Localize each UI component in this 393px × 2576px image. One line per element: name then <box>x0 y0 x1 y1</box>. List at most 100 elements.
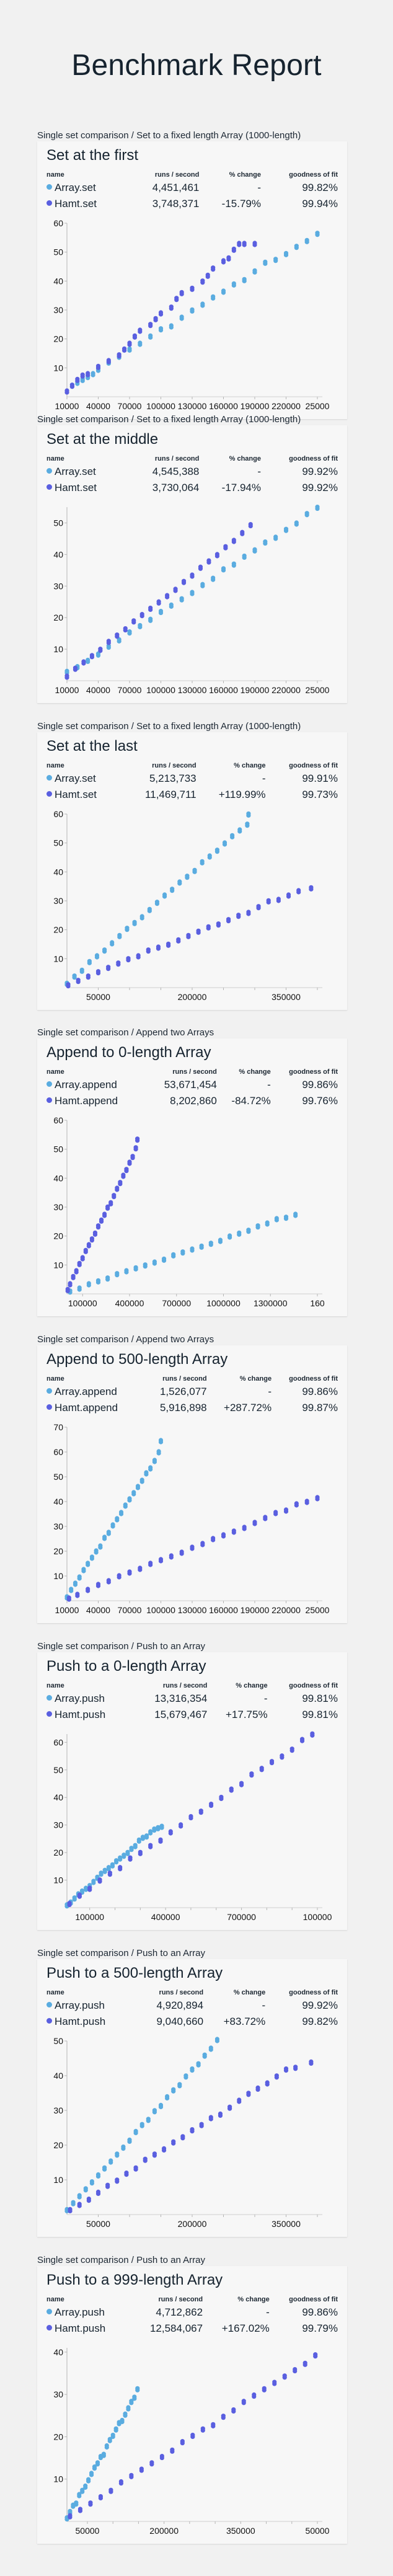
x-tick-label: 25000 <box>306 685 330 695</box>
data-point <box>89 653 94 658</box>
x-tick-label: 350000 <box>272 992 301 1002</box>
row-runs: 11,469,711 <box>145 789 196 800</box>
benchmark-card: Set at the first name runs / second % ch… <box>37 141 347 419</box>
data-point <box>127 1496 132 1501</box>
series-color-dot-icon <box>46 1711 52 1717</box>
x-tick-label: 350000 <box>226 2526 255 2536</box>
data-point <box>237 241 242 246</box>
table-header-row: name runs / second % change goodness of … <box>46 2295 338 2304</box>
table-row: Hamt.append 8,202,860 -84.72% 99.76% <box>46 1093 338 1109</box>
data-point <box>74 1268 79 1273</box>
x-tick-label: 10000 <box>55 685 79 695</box>
row-fit: 99.86% <box>302 2306 338 2318</box>
table-row: Array.set 4,451,461 - 99.82% <box>46 180 338 196</box>
data-point <box>133 1843 138 1848</box>
data-point <box>147 906 152 911</box>
data-point <box>231 538 236 542</box>
results-table: name runs / second % change goodness of … <box>46 1988 338 2030</box>
series-name: Array.set <box>55 772 96 784</box>
x-tick-label: 130000 <box>178 1605 207 1615</box>
data-point <box>190 2432 195 2438</box>
data-point <box>263 259 268 264</box>
data-point <box>315 231 320 236</box>
row-runs: 12,584,067 <box>149 2322 203 2334</box>
section-breadcrumb: Single set comparison / Set to a fixed l… <box>37 721 301 732</box>
series-array-set <box>64 504 320 675</box>
y-tick-label: 10 <box>53 2175 63 2185</box>
x-tick-label: 70000 <box>118 1605 142 1615</box>
data-point <box>139 612 144 617</box>
data-point <box>106 965 111 970</box>
data-point <box>269 1759 275 1764</box>
data-point <box>129 2472 134 2477</box>
results-table: name runs / second % change goodness of … <box>46 454 338 496</box>
data-point <box>86 973 91 978</box>
data-point <box>315 1495 320 1500</box>
data-point <box>95 363 101 368</box>
x-tick-label: 25000 <box>306 401 330 411</box>
header-change: % change <box>229 171 261 179</box>
header-fit: goodness of fit <box>289 1068 338 1076</box>
data-point <box>95 2172 101 2177</box>
data-point <box>177 2082 182 2087</box>
data-point <box>154 900 160 905</box>
x-tick-label: 100000 <box>75 1912 104 1922</box>
y-tick-label: 10 <box>53 1875 63 1885</box>
data-point <box>110 1862 115 1867</box>
data-point <box>173 586 178 591</box>
table-row: Array.append 1,526,077 - 99.86% <box>46 1384 338 1400</box>
data-point <box>138 1565 143 1570</box>
table-row: Hamt.push 15,679,467 +17.75% 99.81% <box>46 1707 338 1723</box>
series-name: Array.append <box>55 1386 117 1397</box>
data-point <box>146 947 151 952</box>
data-point <box>123 2411 128 2416</box>
data-point <box>223 544 228 549</box>
series-array-append <box>64 1438 164 1601</box>
data-point <box>83 2483 88 2488</box>
data-point <box>170 887 175 892</box>
data-point <box>126 2405 131 2410</box>
data-point <box>99 1870 104 1875</box>
data-point <box>208 2045 213 2050</box>
data-point <box>304 511 309 516</box>
results-table: name runs / second % change goodness of … <box>46 761 338 803</box>
x-tick-label: 25000 <box>306 1605 330 1615</box>
series-name: Hamt.append <box>55 1095 118 1107</box>
header-name: name <box>46 171 64 179</box>
scatter-chart: 10 20 30 40 50 60 50000 200000 350000 <box>53 809 322 1002</box>
row-change: -15.79% <box>221 198 261 210</box>
data-point <box>168 1829 173 1834</box>
series-name: Hamt.set <box>55 482 97 494</box>
data-point <box>158 2102 164 2107</box>
x-tick-label: 190000 <box>241 401 270 411</box>
data-point <box>252 268 257 273</box>
data-point <box>166 941 171 946</box>
data-point <box>84 1885 89 1890</box>
data-point <box>152 1826 157 1831</box>
card-title: Push to a 500-length Array <box>46 1965 223 1981</box>
row-fit: 99.94% <box>302 198 338 210</box>
table-row: Hamt.append 5,916,898 +287.72% 99.87% <box>46 1400 338 1416</box>
x-tick-label: 200000 <box>178 992 207 1002</box>
data-point <box>89 2471 94 2476</box>
header-fit: goodness of fit <box>289 2296 338 2303</box>
data-point <box>115 2177 120 2182</box>
data-point <box>152 2151 157 2156</box>
data-point <box>190 307 195 312</box>
data-point <box>77 1260 82 1265</box>
data-point <box>144 1833 149 1838</box>
row-change: +287.72% <box>224 1402 272 1414</box>
y-tick-label: 40 <box>53 2071 63 2081</box>
data-point <box>86 2477 91 2482</box>
table-row: Hamt.push 9,040,660 +83.72% 99.82% <box>46 2014 338 2030</box>
y-tick-label: 40 <box>53 549 63 559</box>
data-point <box>66 1595 71 1600</box>
data-point <box>158 608 164 614</box>
row-change: - <box>262 1999 266 2011</box>
data-point <box>241 2399 246 2404</box>
table-header-row: name runs / second % change goodness of … <box>46 170 338 180</box>
data-point <box>77 2193 82 2198</box>
y-tick-label: 50 <box>53 247 63 257</box>
data-point <box>139 914 144 919</box>
y-tick-label: 60 <box>53 1447 63 1457</box>
